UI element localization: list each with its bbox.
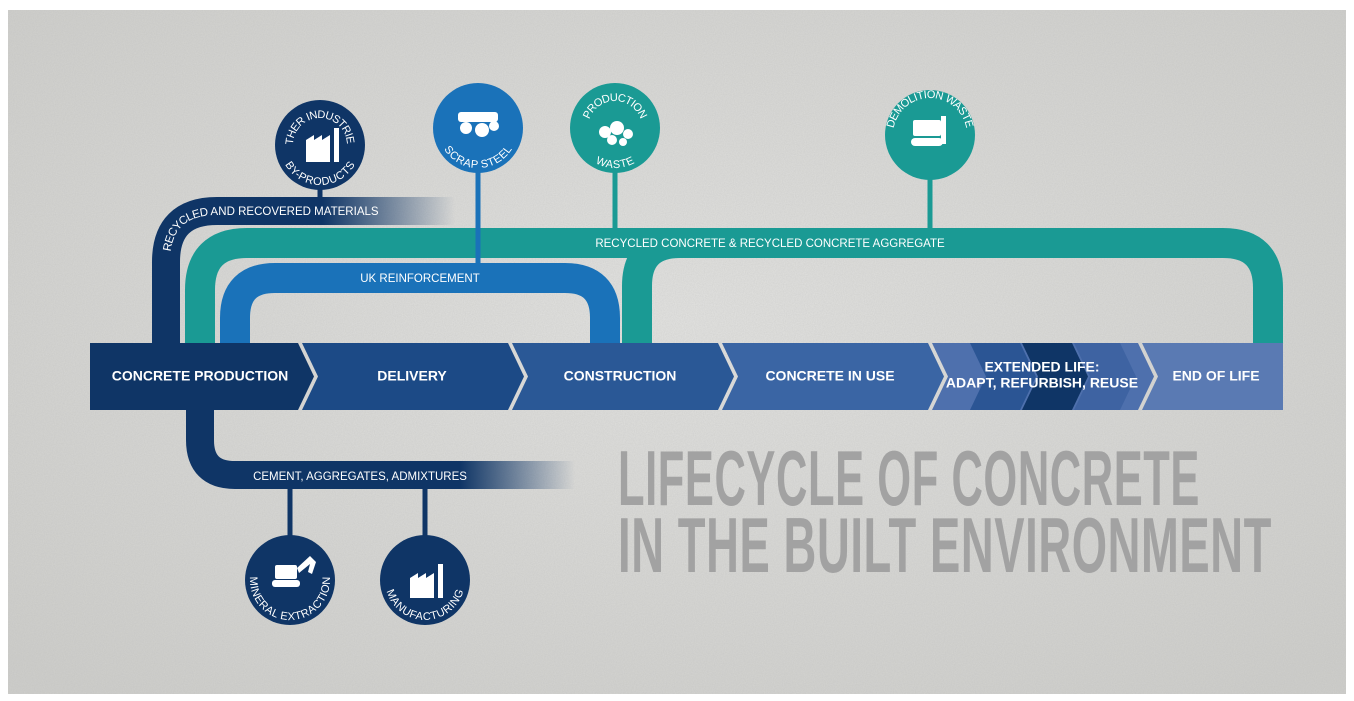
stage-label: ADAPT, REFURBISH, REUSE [946, 375, 1138, 391]
page: {"title": {"lines": ["LIFECYCLE OF CONCR… [0, 0, 1354, 701]
stage-label: END OF LIFE [1172, 368, 1259, 384]
stage-label: EXTENDED LIFE: [984, 359, 1099, 375]
flow-label: UK REINFORCEMENT [360, 273, 479, 285]
stage-label: CONSTRUCTION [564, 368, 677, 384]
flow-label: RECYCLED CONCRETE & RECYCLED CONCRETE AG… [595, 238, 945, 250]
stage-label: CONCRETE IN USE [765, 368, 894, 384]
stage-label: DELIVERY [377, 368, 447, 384]
infographic: RECYCLED AND RECOVERED MATERIALS UK REIN… [0, 0, 1354, 701]
title-line: IN THE BUILT ENVIRONMENT [618, 501, 1272, 589]
flow-label: CEMENT, AGGREGATES, ADMIXTURES [253, 471, 467, 483]
stage-label: CONCRETE PRODUCTION [112, 368, 289, 384]
